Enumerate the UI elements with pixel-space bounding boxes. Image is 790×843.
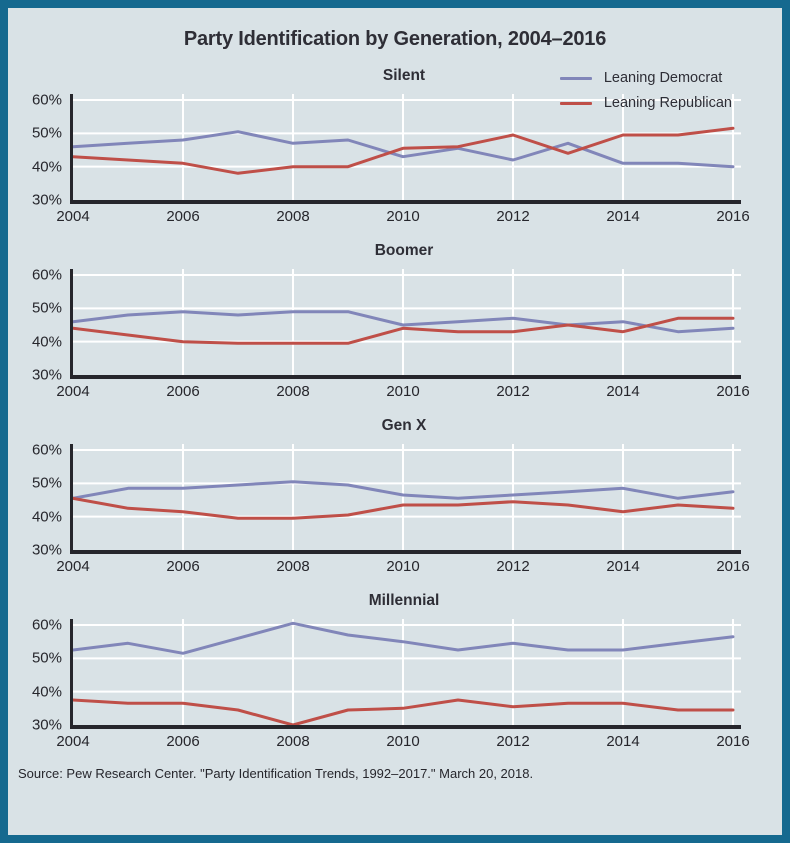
plot-box [70,444,741,554]
legend-item-democrat: Leaning Democrat [559,70,732,86]
plot-box [70,94,741,204]
chart-title: Silent [382,67,426,84]
legend-item-republican: Leaning Republican [559,95,732,111]
chart-title: Gen X [381,417,427,434]
y-axis-tick-label: 30% [31,716,62,734]
y-axis-tick-label: 50% [31,299,62,317]
x-axis-tick-label: 2012 [496,208,530,225]
x-axis-tick-label: 2004 [56,733,90,750]
x-axis-tick-label: 2004 [56,558,90,575]
y-axis-tick-label: 30% [31,366,62,384]
x-axis-tick-label: 2008 [276,733,310,750]
y-axis-tick-label: 50% [31,124,62,142]
x-axis-tick-label: 2012 [496,733,530,750]
x-axis-tick-label: 2004 [56,208,90,225]
legend-label: Leaning Republican [603,95,732,111]
republican-line [73,496,735,520]
chart-canvas [73,619,741,725]
y-axis-labels: 60% 50% 40% 30% [16,441,62,559]
x-axis-tick-label: 2008 [276,208,310,225]
democrat-line [73,310,735,334]
democrat-line [73,621,735,655]
x-axis-tick-label: 2010 [386,383,420,400]
x-axis-tick-label: 2016 [716,558,750,575]
y-axis-labels: 60% 50% 40% 30% [16,91,62,209]
y-axis-tick-label: 40% [31,683,62,701]
legend-label: Leaning Democrat [603,70,723,86]
democrat-line [73,130,735,169]
y-axis-tick-label: 60% [31,441,62,459]
x-axis-tick-label: 2006 [166,383,200,400]
x-axis-tick-label: 2008 [276,558,310,575]
x-axis-tick-label: 2010 [386,558,420,575]
x-axis-tick-label: 2008 [276,383,310,400]
x-axis-tick-label: 2010 [386,733,420,750]
plot-area: 60% 50% 40% 30% [32,92,782,209]
x-axis-tick-label: 2012 [496,383,530,400]
plot-area: 60% 50% 40% 30% [32,267,782,384]
republican-line [73,316,735,345]
y-axis-tick-label: 60% [31,266,62,284]
plot-box [70,269,741,379]
chart-gen-x: Gen X 60% 50% 40% 30% 2004 2006 2008 2010 2012 2… [8,417,782,578]
democrat-line-swatch [559,76,592,80]
x-axis-labels: 2004 2006 2008 2010 2012 2014 2016 [56,733,749,753]
x-axis-tick-label: 2016 [716,208,750,225]
republican-line-swatch [559,101,592,105]
plot-area: 60% 50% 40% 30% [32,442,782,559]
y-axis-tick-label: 40% [31,508,62,526]
y-axis-labels: 60% 50% 40% 30% [16,266,62,384]
x-axis-tick-label: 2012 [496,558,530,575]
x-axis-tick-label: 2014 [606,383,640,400]
chart-canvas [73,269,741,375]
plot-box [70,619,741,729]
x-axis-labels: 2004 2006 2008 2010 2012 2014 2016 [56,208,749,228]
chart-millennial: Millennial 60% 50% 40% 30% 2004 2006 2008 2010… [8,592,782,753]
x-axis-tick-label: 2004 [56,383,90,400]
chart-title: Millennial [368,592,440,609]
page-title: Party Identification by Generation, 2004… [183,28,607,50]
y-axis-tick-label: 40% [31,158,62,176]
x-axis-labels: 2004 2006 2008 2010 2012 2014 2016 [56,383,749,403]
chart-title: Boomer [374,242,434,259]
y-axis-tick-label: 30% [31,541,62,559]
x-axis-labels: 2004 2006 2008 2010 2012 2014 2016 [56,558,749,578]
charts-container: Silent 60% 50% 40% 30% 2004 2006 2008 2010 2012… [8,67,782,753]
y-axis-labels: 60% 50% 40% 30% [16,616,62,734]
chart-silent: Silent 60% 50% 40% 30% 2004 2006 2008 2010 2012… [8,67,782,228]
y-axis-tick-label: 60% [31,616,62,634]
x-axis-tick-label: 2006 [166,208,200,225]
source-citation: Source: Pew Research Center. "Party Iden… [18,766,534,781]
y-axis-tick-label: 50% [31,649,62,667]
chart-boomer: Boomer 60% 50% 40% 30% 2004 2006 2008 2010 2012… [8,242,782,403]
x-axis-tick-label: 2014 [606,558,640,575]
y-axis-tick-label: 60% [31,91,62,109]
x-axis-tick-label: 2006 [166,558,200,575]
x-axis-tick-label: 2016 [716,733,750,750]
plot-area: 60% 50% 40% 30% [32,617,782,734]
republican-line [73,698,735,725]
chart-canvas [73,444,741,550]
x-axis-tick-label: 2006 [166,733,200,750]
x-axis-tick-label: 2014 [606,208,640,225]
republican-line [73,126,735,175]
y-axis-tick-label: 40% [31,333,62,351]
x-axis-tick-label: 2014 [606,733,640,750]
legend: Leaning Democrat Leaning Republican [559,70,732,111]
y-axis-tick-label: 30% [31,191,62,209]
x-axis-tick-label: 2010 [386,208,420,225]
x-axis-tick-label: 2016 [716,383,750,400]
y-axis-tick-label: 50% [31,474,62,492]
democrat-line [73,480,735,500]
chart-canvas [73,94,741,200]
